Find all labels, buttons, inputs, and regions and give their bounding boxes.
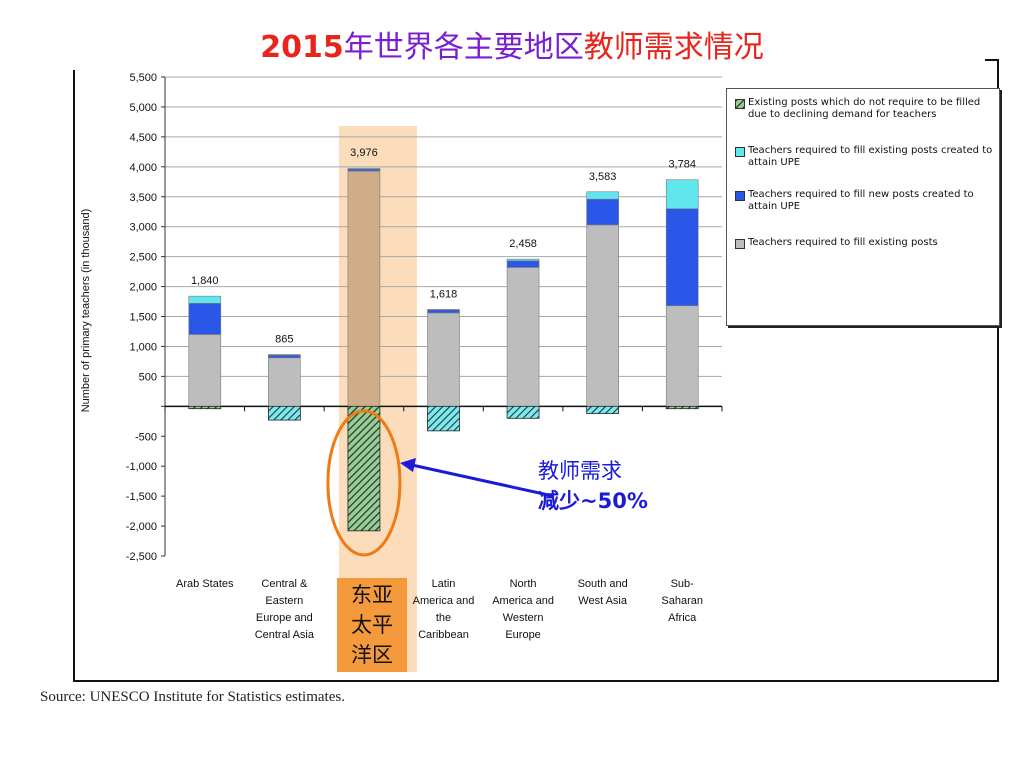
chart-legend: Existing posts which do not require to b… <box>726 88 1000 326</box>
x-category-label: America and <box>492 595 554 607</box>
bar-segment <box>506 258 540 262</box>
bar-segment <box>506 267 540 407</box>
highlight-label-line: 太平 <box>351 613 393 637</box>
legend-label: Teachers required to fill new posts crea… <box>748 189 974 212</box>
x-category-label: Europe and <box>256 612 313 624</box>
bar-negative <box>586 405 620 414</box>
bar-negative <box>427 405 460 432</box>
slide-title: 2015年世界各主要地区教师需求情况 <box>0 28 1024 68</box>
bar-total-label: 2,458 <box>509 238 537 250</box>
bar-total-label: 1,840 <box>191 275 219 287</box>
title-region: 年世界各主要地区 <box>343 30 584 65</box>
x-category-label: Saharan <box>661 595 703 607</box>
bar-segment <box>665 179 699 210</box>
title-year: 2015 <box>260 30 344 65</box>
y-tick-label: 1,500 <box>129 312 157 324</box>
y-tick-label: -2,500 <box>126 551 157 563</box>
legend-swatch-blue <box>735 191 745 201</box>
callout-arrowhead <box>400 458 416 472</box>
y-tick-label: 3,500 <box>129 192 157 204</box>
y-tick-label: -1,500 <box>126 491 157 503</box>
bar-total-label: 3,784 <box>668 159 696 171</box>
bar-total-label: 1,618 <box>430 288 458 300</box>
y-tick-label: 4,500 <box>129 132 157 144</box>
legend-swatch-hatch <box>735 99 745 109</box>
x-category-label: Eastern <box>265 595 303 607</box>
y-axis-label: Number of primary teachers (in thousand) <box>80 209 92 413</box>
x-category-label: the <box>436 612 451 624</box>
bar-segment <box>188 295 222 304</box>
y-tick-label: 1,000 <box>129 341 157 353</box>
source-note: Source: UNESCO Institute for Statistics … <box>40 689 345 705</box>
y-tick-label: 2,000 <box>129 282 157 294</box>
y-tick-label: -500 <box>135 431 157 443</box>
x-category-label: Central Asia <box>255 629 315 641</box>
x-category-label: America and <box>413 595 475 607</box>
highlight-region-label: 东亚 太平 洋区 <box>337 578 407 672</box>
title-demand: 教师需求情况 <box>583 30 764 65</box>
bar-negative <box>267 405 301 421</box>
legend-item-existing-posts: Teachers required to fill existing posts <box>735 237 991 251</box>
x-category-label: North <box>510 578 537 590</box>
x-category-label: South and <box>578 578 628 590</box>
highlight-ellipse <box>326 409 402 557</box>
y-tick-label: 2,500 <box>129 252 157 264</box>
bar-total-label: 3,976 <box>350 147 378 159</box>
bar-negative <box>506 405 540 419</box>
legend-swatch-cyan <box>735 147 745 157</box>
legend-item-new-posts-upe: Teachers required to fill new posts crea… <box>735 189 991 215</box>
bar-negative <box>665 405 699 410</box>
highlight-label-line: 洋区 <box>351 643 393 667</box>
bar-total-label: 865 <box>275 334 293 346</box>
bar-segment <box>347 170 381 407</box>
x-category-label: Latin <box>432 578 456 590</box>
x-category-label: Western <box>503 612 544 624</box>
y-tick-label: 5,000 <box>129 102 157 114</box>
legend-swatch-gray <box>735 239 745 249</box>
y-tick-label: 3,000 <box>129 222 157 234</box>
legend-label: Teachers required to fill existing posts <box>748 237 938 248</box>
legend-item-attain-upe-existing: Teachers required to fill existing posts… <box>735 145 993 171</box>
callout-line1: 教师需求 <box>538 459 622 483</box>
x-category-label: West Asia <box>578 595 628 607</box>
legend-label: Teachers required to fill existing posts… <box>748 145 993 168</box>
legend-item-existing-not-required: Existing posts which do not require to b… <box>735 97 991 123</box>
demand-decline-callout: 教师需求 减少~50% <box>538 456 648 516</box>
bar-segment <box>665 305 699 407</box>
x-category-label: Europe <box>505 629 540 641</box>
x-category-label: Arab States <box>176 578 234 590</box>
bar-segment <box>427 312 460 407</box>
y-tick-label: 5,500 <box>129 72 157 84</box>
bar-segment <box>268 354 301 356</box>
y-tick-label: -2,000 <box>126 521 157 533</box>
y-tick-label: -1,000 <box>126 461 157 473</box>
callout-arrow <box>411 463 554 498</box>
x-category-label: Africa <box>668 612 697 624</box>
bar-segment <box>586 224 619 407</box>
bar-segment <box>188 303 222 335</box>
bar-segment <box>665 208 699 307</box>
x-category-label: Caribbean <box>418 629 469 641</box>
y-tick-label: 500 <box>139 371 157 383</box>
bar-segment <box>268 357 301 407</box>
legend-label: Existing posts which do not require to b… <box>748 97 981 120</box>
bar-segment <box>268 354 301 359</box>
x-category-label: Central & <box>261 578 308 590</box>
bar-negative <box>347 405 381 532</box>
bar-segment <box>506 260 540 268</box>
bar-segment <box>586 198 619 226</box>
callout-line2: 减少~50% <box>538 489 648 513</box>
x-category-label: Sub- <box>671 578 695 590</box>
bar-segment <box>427 309 460 314</box>
bar-segment <box>347 167 381 170</box>
bar-segment <box>188 334 222 407</box>
bar-segment <box>586 191 619 200</box>
highlight-label-line: 东亚 <box>351 583 393 607</box>
y-tick-label: 4,000 <box>129 162 157 174</box>
bar-negative <box>188 405 222 410</box>
bar-total-label: 3,583 <box>589 171 617 183</box>
